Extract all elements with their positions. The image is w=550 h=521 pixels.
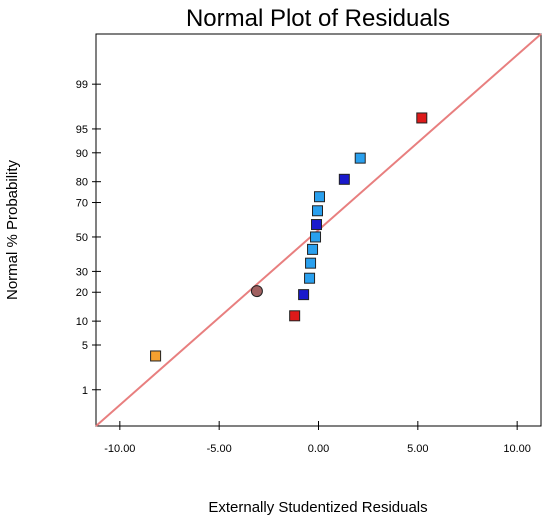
data-point xyxy=(354,152,366,164)
y-tick-label: 70 xyxy=(76,198,88,210)
data-point xyxy=(312,205,324,217)
y-axis: 1 5 10 20 30 50 70 80 90 95 99 xyxy=(76,79,101,397)
x-tick-label: 5.00 xyxy=(407,443,428,455)
y-tick-label: 5 xyxy=(82,340,88,352)
data-point xyxy=(310,231,322,243)
x-tick-label: 0.00 xyxy=(308,443,329,455)
y-tick-label: 30 xyxy=(76,266,88,278)
y-tick-label: 20 xyxy=(76,287,88,299)
data-point xyxy=(416,112,428,124)
data-point xyxy=(150,350,162,362)
chart-title: Normal Plot of Residuals xyxy=(186,5,450,32)
y-axis-label: Normal % Probability xyxy=(4,159,21,300)
data-point xyxy=(307,243,319,255)
data-point xyxy=(305,257,317,269)
data-point xyxy=(313,191,325,203)
data-point xyxy=(289,310,301,322)
x-axis: -10.00 -5.00 0.00 5.00 10.00 xyxy=(104,421,531,455)
data-point xyxy=(304,272,316,284)
x-tick-label: -5.00 xyxy=(207,443,232,455)
x-tick-label: 10.00 xyxy=(503,443,531,455)
data-point xyxy=(298,289,310,301)
y-tick-label: 95 xyxy=(76,124,88,136)
x-tick-label: -10.00 xyxy=(104,443,135,455)
x-axis-label: Externally Studentized Residuals xyxy=(208,499,427,516)
data-point xyxy=(311,219,323,231)
y-tick-label: 99 xyxy=(76,79,88,91)
y-tick-label: 10 xyxy=(76,316,88,328)
data-point xyxy=(250,285,263,298)
data-points xyxy=(150,112,428,362)
data-point xyxy=(338,173,350,185)
y-tick-label: 80 xyxy=(76,177,88,189)
y-tick-label: 1 xyxy=(82,385,88,397)
y-tick-label: 50 xyxy=(76,232,88,244)
y-tick-label: 90 xyxy=(76,148,88,160)
